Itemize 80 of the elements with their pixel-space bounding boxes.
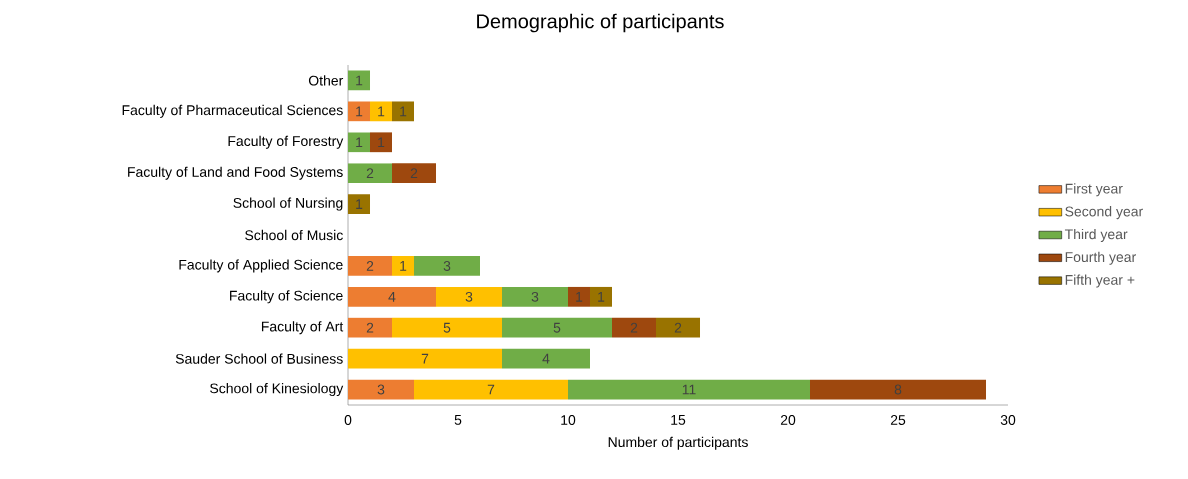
bar: [502, 348, 590, 369]
y-tick-label: School of Kinesiology: [210, 383, 344, 397]
data-label: 1: [400, 106, 407, 117]
legend-label: Third year: [1064, 228, 1128, 242]
bar: [348, 348, 502, 369]
bar: [348, 379, 414, 400]
y-tick-label: School of Music: [245, 229, 343, 241]
bar: [370, 132, 392, 153]
bar: [392, 317, 502, 338]
bar: [502, 317, 613, 338]
bar: [810, 379, 987, 400]
legend-label: Fourth year: [1065, 251, 1136, 265]
data-label: 1: [378, 106, 385, 117]
y-tick-label: School of Nursing: [233, 197, 343, 211]
bar: [590, 286, 613, 307]
data-label: 3: [465, 291, 473, 302]
x-tick-label: 25: [890, 415, 906, 425]
bar: [568, 379, 810, 400]
x-tick-label: 10: [561, 415, 576, 425]
data-label: 5: [443, 322, 451, 333]
x-tick-label: 0: [344, 415, 352, 425]
bar: [348, 317, 392, 338]
bar: [392, 101, 414, 122]
bar: [568, 286, 590, 307]
bar: [348, 286, 437, 307]
data-label: 3: [531, 291, 539, 302]
y-tick-label: Faculty of Forestry: [228, 135, 344, 149]
data-label: 7: [421, 353, 429, 364]
bar: [414, 256, 480, 276]
bar: [348, 256, 392, 276]
x-axis-title: Number of participants: [608, 436, 748, 450]
y-tick-label: Sauder School of Business: [175, 353, 343, 364]
x-tick-label: 30: [1000, 415, 1016, 425]
data-label: 1: [356, 106, 363, 117]
bar: [502, 286, 568, 307]
chart-title: Demographic of participants: [477, 13, 724, 33]
bar: [348, 101, 370, 122]
y-tick-label: Faculty of Applied Science: [179, 259, 343, 273]
data-label: 2: [366, 322, 374, 333]
bar: [348, 132, 370, 153]
x-tick-label: 15: [671, 415, 686, 425]
data-label: 1: [356, 199, 363, 209]
legend-label: First year: [1065, 183, 1123, 197]
bar: [370, 101, 392, 122]
data-label: 2: [410, 168, 418, 179]
y-tick-label: Faculty of Science: [230, 290, 343, 304]
legend-label: Fifth year +: [1065, 274, 1135, 288]
y-tick-label: Faculty of Pharmaceutical Sciences: [122, 104, 343, 118]
bar: [348, 163, 392, 184]
data-label: 2: [630, 322, 638, 333]
legend-label: Second year: [1065, 206, 1143, 220]
data-label: 5: [553, 322, 561, 333]
bar: [656, 317, 701, 338]
bar: [348, 194, 370, 214]
data-label: 1: [598, 292, 605, 302]
y-tick-label: Other: [308, 75, 344, 86]
data-label: 2: [366, 261, 374, 271]
bar: [414, 379, 568, 400]
data-label: 2: [366, 168, 374, 179]
data-label: 11: [682, 384, 696, 395]
data-label: 7: [487, 384, 495, 395]
data-label: 1: [576, 292, 583, 302]
y-tick-label: Faculty of Art: [261, 321, 344, 335]
data-label: 4: [388, 292, 396, 302]
data-label: 1: [378, 137, 385, 148]
bar: [436, 286, 502, 307]
data-label: 4: [542, 353, 550, 364]
data-label: 1: [400, 261, 407, 271]
x-tick-label: 20: [780, 415, 796, 425]
data-label: 3: [377, 384, 385, 395]
data-label: 2: [674, 322, 682, 333]
data-label: 8: [894, 384, 902, 395]
data-label: 1: [356, 137, 363, 148]
bar: [612, 317, 656, 338]
y-tick-label: Faculty of Land and Food Systems: [128, 166, 343, 180]
bar: [392, 256, 414, 276]
bar: [392, 163, 437, 184]
data-label: 3: [443, 260, 451, 271]
data-label: 1: [356, 75, 363, 86]
x-tick-label: 5: [454, 415, 462, 425]
